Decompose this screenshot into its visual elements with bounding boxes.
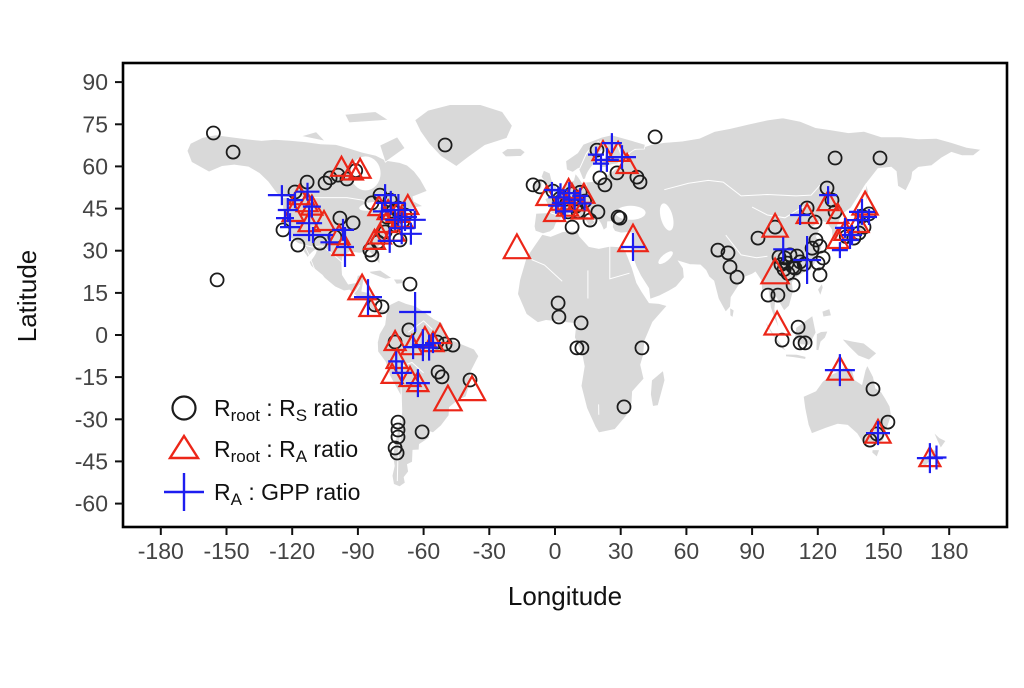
y-tick-label: -30	[75, 406, 108, 432]
y-tick-label: 60	[82, 153, 108, 179]
x-tick-label: 180	[930, 538, 968, 564]
y-tick-label: -45	[75, 448, 108, 474]
y-tick-label: -60	[75, 491, 108, 517]
x-tick-label: 0	[549, 538, 562, 564]
y-tick-label: 90	[82, 69, 108, 95]
sea-shape	[616, 206, 646, 220]
x-tick-label: -150	[203, 538, 249, 564]
y-tick-label: 30	[82, 238, 108, 264]
x-tick-label: 90	[739, 538, 765, 564]
x-tick-label: -120	[269, 538, 315, 564]
x-tick-label: 150	[864, 538, 902, 564]
x-tick-label: -60	[407, 538, 440, 564]
y-axis-title: Latitude	[12, 250, 42, 343]
x-tick-label: 60	[674, 538, 700, 564]
y-tick-label: 0	[95, 322, 108, 348]
x-tick-label: 30	[608, 538, 634, 564]
x-axis-title: Longitude	[508, 581, 622, 611]
sea-shape	[351, 156, 381, 190]
y-tick-label: -15	[75, 364, 108, 390]
y-tick-label: 75	[82, 111, 108, 137]
y-tick-label: 45	[82, 196, 108, 222]
x-tick-label: 120	[799, 538, 837, 564]
x-tick-label: -180	[138, 538, 184, 564]
x-tick-label: -30	[473, 538, 506, 564]
x-tick-label: -90	[341, 538, 374, 564]
y-tick-label: 15	[82, 280, 108, 306]
